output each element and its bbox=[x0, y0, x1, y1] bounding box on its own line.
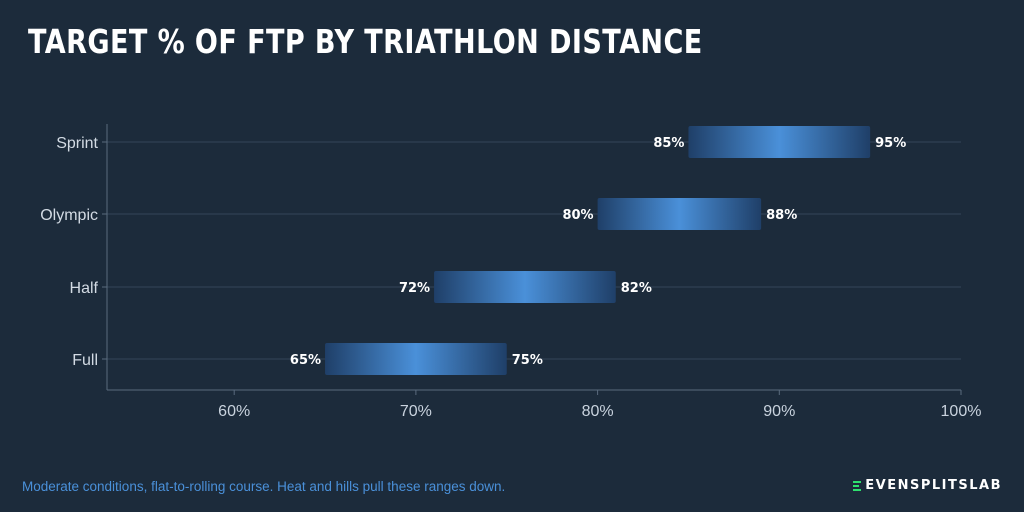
high-value-label: 82% bbox=[621, 281, 652, 296]
x-tick-label: 80% bbox=[582, 403, 614, 420]
x-tick-label: 60% bbox=[218, 403, 250, 420]
chart-title: TARGET % OF FTP BY TRIATHLON DISTANCE bbox=[28, 22, 703, 61]
range-bar-chart: 60% 70% 80% 90% 100% Sprint Olympic Half Full 85… bbox=[40, 124, 981, 420]
range-bar bbox=[434, 271, 616, 303]
data-labels: 85% 95% 80% 88% 72% 82% 65% 75% bbox=[290, 136, 906, 368]
equals-logo-icon bbox=[853, 480, 862, 491]
grid-lines bbox=[107, 141, 961, 360]
category-label: Olympic bbox=[40, 207, 98, 224]
category-label: Half bbox=[70, 280, 99, 297]
axes: 60% 70% 80% 90% 100% Sprint Olympic Half Full bbox=[40, 124, 981, 420]
low-value-label: 85% bbox=[653, 136, 684, 151]
low-value-label: 72% bbox=[399, 281, 430, 296]
x-tick-label: 70% bbox=[400, 403, 432, 420]
range-bars bbox=[325, 126, 871, 375]
range-bar bbox=[688, 126, 871, 158]
x-tick-label: 100% bbox=[941, 403, 982, 420]
low-value-label: 65% bbox=[290, 353, 321, 368]
category-label: Sprint bbox=[56, 135, 98, 152]
range-bar bbox=[325, 343, 507, 375]
high-value-label: 75% bbox=[512, 353, 543, 368]
brand-name: EVENSPLITSLAB bbox=[865, 478, 1002, 493]
range-bar bbox=[597, 198, 762, 230]
high-value-label: 95% bbox=[875, 136, 906, 151]
category-label: Full bbox=[72, 352, 98, 369]
high-value-label: 88% bbox=[766, 208, 797, 223]
footnote: Moderate conditions, flat-to-rolling cou… bbox=[22, 479, 506, 494]
x-tick-label: 90% bbox=[763, 403, 795, 420]
low-value-label: 80% bbox=[562, 208, 593, 223]
brand-logo: EVENSPLITSLAB bbox=[853, 478, 1002, 493]
